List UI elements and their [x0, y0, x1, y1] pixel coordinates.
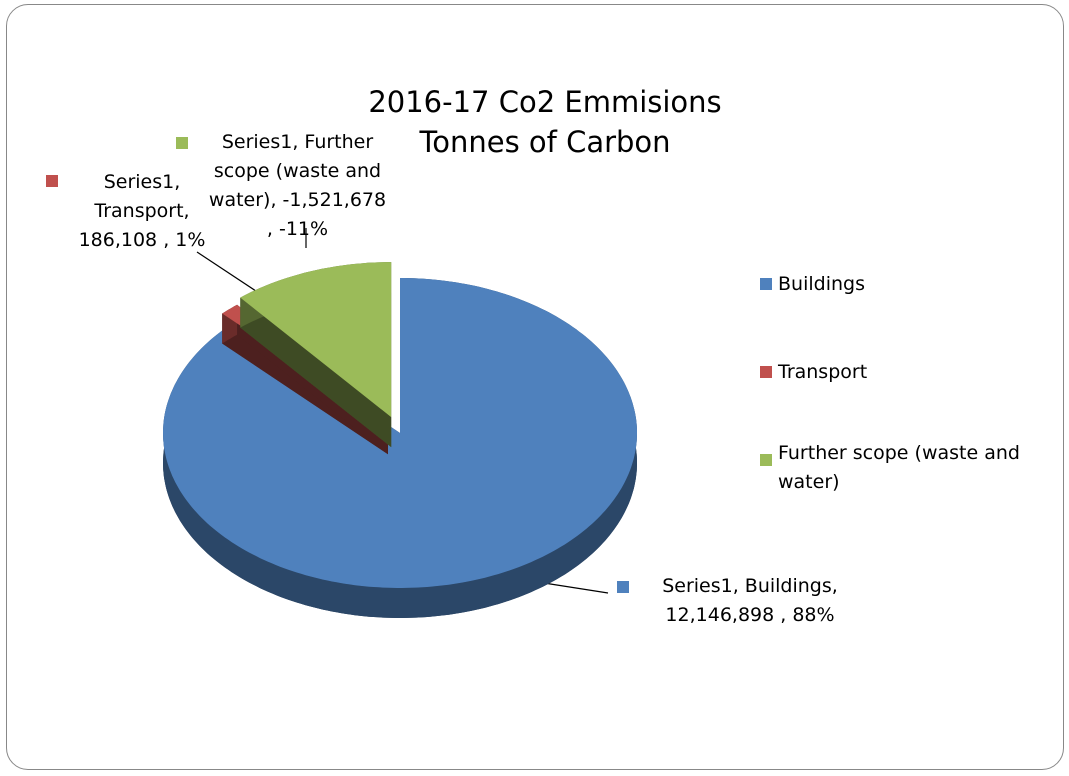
data-label-swatch [617, 581, 629, 593]
legend-label: Further scope (waste and water) [778, 442, 1020, 493]
data-label-swatch [176, 137, 188, 149]
legend-label: Buildings [778, 273, 865, 295]
slice-top [240, 262, 392, 418]
legend-swatch [760, 278, 772, 290]
legend-entry: Further scope (waste and water) [760, 442, 1050, 497]
slice [240, 262, 392, 448]
data-label: Series1, Further scope (waste and water)… [208, 131, 387, 240]
slice-wall [240, 297, 392, 448]
legend-entry: Transport [760, 358, 1050, 387]
legend-entry: Buildings [760, 270, 1050, 299]
data-label-swatch [46, 175, 58, 187]
legend-label: Transport [778, 361, 868, 383]
legend-swatch [760, 366, 772, 378]
data-label: Series1, Transport, 186,108 , 1% [78, 171, 206, 251]
chart-title: 2016-17 Co2 Emmisions Tonnes of Carbon [368, 85, 722, 159]
data-label: Series1, Buildings, 12,146,898 , 88% [662, 575, 838, 626]
slice [163, 278, 637, 618]
legend-swatch [760, 454, 772, 466]
chart-frame [6, 4, 1064, 770]
